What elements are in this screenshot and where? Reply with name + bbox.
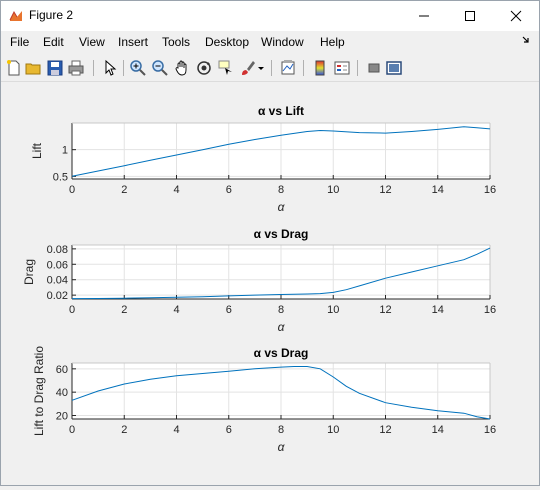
chevron-down-icon[interactable]	[257, 59, 265, 77]
x-tick-label: 4	[173, 184, 179, 196]
menu-insert[interactable]: Insert	[118, 35, 149, 49]
maximize-button[interactable]	[447, 1, 493, 31]
x-tick-label: 2	[121, 424, 127, 436]
x-tick-label: 8	[278, 304, 284, 316]
y-tick-label: 40	[56, 387, 68, 399]
x-tick-label: 6	[226, 304, 232, 316]
menu-window[interactable]: Window	[261, 35, 304, 49]
menu-view[interactable]: View	[79, 35, 105, 49]
close-button[interactable]	[493, 1, 539, 31]
x-tick-label: 16	[484, 424, 496, 436]
y-tick-label: 60	[56, 364, 68, 376]
select-arrow-icon[interactable]	[101, 59, 119, 77]
link-plot-icon[interactable]	[279, 59, 297, 77]
legend-icon[interactable]	[333, 59, 351, 77]
show-plot-tools-icon[interactable]	[385, 59, 403, 77]
x-tick-label: 4	[173, 424, 179, 436]
y-tick-label: 0.5	[53, 171, 68, 183]
colorbar-icon[interactable]	[311, 59, 329, 77]
x-tick-label: 2	[121, 184, 127, 196]
data-cursor-icon[interactable]	[217, 59, 235, 77]
menu-bar: File Edit View Insert Tools Desktop Wind…	[1, 31, 539, 53]
y-tick-label: 0.08	[47, 244, 68, 256]
chart-title: α vs Drag	[254, 227, 309, 241]
y-axis-label: Lift	[30, 142, 44, 159]
x-tick-label: 12	[379, 424, 391, 436]
x-tick-label: 16	[484, 304, 496, 316]
toolbar-separator	[357, 60, 358, 76]
menu-file[interactable]: File	[10, 35, 30, 49]
chart-title: α vs Lift	[258, 104, 304, 118]
x-tick-label: 0	[69, 184, 75, 196]
pan-icon[interactable]	[173, 59, 191, 77]
brush-icon[interactable]	[239, 59, 257, 77]
x-tick-label: 0	[69, 304, 75, 316]
menu-help[interactable]: Help	[320, 35, 345, 49]
matlab-figure-icon	[9, 10, 22, 21]
toolbar-separator	[123, 60, 124, 76]
hide-plot-tools-icon[interactable]	[365, 59, 383, 77]
x-tick-label: 14	[432, 424, 444, 436]
x-tick-label: 12	[379, 184, 391, 196]
y-axis-label: Lift to Drag Ratio	[32, 346, 46, 436]
menu-desktop[interactable]: Desktop	[205, 35, 250, 49]
x-axis-label: α	[278, 200, 286, 214]
open-file-icon[interactable]	[25, 59, 43, 77]
y-tick-label: 0.02	[47, 290, 68, 302]
x-tick-label: 4	[173, 304, 179, 316]
y-axis-label: Drag	[22, 259, 36, 285]
print-icon[interactable]	[67, 59, 85, 77]
x-tick-label: 8	[278, 184, 284, 196]
close-icon	[510, 10, 522, 22]
maximize-icon	[465, 11, 475, 21]
toolbar-separator	[93, 60, 94, 76]
x-tick-label: 6	[226, 184, 232, 196]
minimize-button[interactable]	[401, 1, 447, 31]
x-tick-label: 16	[484, 184, 496, 196]
x-tick-label: 10	[327, 424, 339, 436]
zoom-in-icon[interactable]	[129, 59, 147, 77]
zoom-out-icon[interactable]	[151, 59, 169, 77]
x-tick-label: 6	[226, 424, 232, 436]
series-line	[71, 366, 491, 420]
window-title: Figure 2	[29, 8, 74, 22]
y-tick-label: 0.06	[47, 259, 68, 271]
save-icon[interactable]	[46, 59, 64, 77]
x-tick-label: 14	[432, 184, 444, 196]
toolbar-separator	[271, 60, 272, 76]
x-tick-label: 10	[327, 184, 339, 196]
x-tick-label: 0	[69, 424, 75, 436]
title-bar: Figure 2	[1, 1, 539, 31]
menu-edit[interactable]: Edit	[43, 35, 64, 49]
x-tick-label: 12	[379, 304, 391, 316]
figure-canvas: 0 2 4 6 8 10 12 14 16 0.5 1 α vs Lift α Lift 0 2 4 6 8 10 12…	[1, 83, 539, 485]
y-tick-label: 1	[62, 145, 68, 157]
x-axis-label: α	[278, 440, 286, 454]
menu-tools[interactable]: Tools	[162, 35, 191, 49]
x-axis-label: α	[278, 320, 286, 334]
x-tick-label: 14	[432, 304, 444, 316]
minimize-icon	[419, 15, 429, 17]
series-line	[71, 247, 491, 300]
chart-title: α vs Drag	[254, 346, 309, 360]
figure-toolbar	[1, 55, 539, 82]
rotate-3d-icon[interactable]	[195, 59, 213, 77]
x-tick-label: 10	[327, 304, 339, 316]
new-figure-icon[interactable]	[5, 59, 23, 77]
toolbar-separator	[303, 60, 304, 76]
x-tick-label: 2	[121, 304, 127, 316]
series-line	[71, 126, 491, 177]
x-tick-label: 8	[278, 424, 284, 436]
y-tick-label: 20	[56, 411, 68, 423]
dock-arrow-icon[interactable]	[521, 35, 531, 45]
plot-canvas: 0 2 4 6 8 10 12 14 16 0.5 1 α vs Lift α Lift 0 2 4 6 8 10 12…	[22, 104, 496, 454]
y-tick-label: 0.04	[47, 275, 68, 287]
